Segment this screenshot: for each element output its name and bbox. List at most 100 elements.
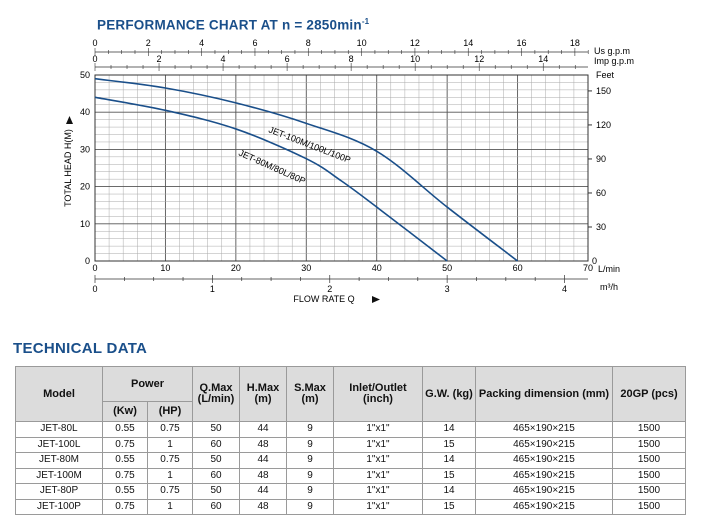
cell-smax: 9 bbox=[286, 452, 334, 469]
usgpm-tick-label: 2 bbox=[146, 38, 151, 48]
cell-kw: 0.55 bbox=[102, 452, 148, 469]
x-tick-label: 0 bbox=[92, 263, 97, 273]
cell-hp: 0.75 bbox=[147, 483, 193, 500]
x-tick-label: 20 bbox=[231, 263, 241, 273]
cell-inlet: 1"x1" bbox=[333, 467, 423, 484]
y-axis-label: TOTAL HEAD H(M) bbox=[63, 129, 73, 207]
y-tick-label: 0 bbox=[85, 256, 90, 266]
cell-gw: 14 bbox=[422, 452, 476, 469]
y-right-zero: 0 bbox=[592, 256, 597, 266]
chart-grid bbox=[94, 74, 589, 262]
header-qmax: Q.Max (L/min) bbox=[192, 366, 240, 422]
cell-smax: 9 bbox=[286, 421, 334, 438]
cell-inlet: 1"x1" bbox=[333, 483, 423, 500]
chart-series bbox=[94, 77, 519, 262]
usgpm-tick-label: 12 bbox=[410, 38, 420, 48]
cell-inlet: 1"x1" bbox=[333, 436, 423, 453]
y-right-tick-label: 60 bbox=[596, 188, 606, 198]
usgpm-tick-label: 14 bbox=[463, 38, 473, 48]
cell-hmax: 44 bbox=[239, 452, 287, 469]
table-row: JET-100P 0.75 1 60 48 9 1"x1" 15 465×190×215 1500 bbox=[15, 498, 686, 515]
y-right-unit: Feet bbox=[596, 70, 615, 80]
m3h-tick-label: 4 bbox=[562, 284, 567, 294]
cell-gp: 1500 bbox=[612, 467, 686, 484]
usgpm-unit: Us g.p.m bbox=[594, 46, 630, 56]
y-right-tick-label: 30 bbox=[596, 222, 606, 232]
table-row: JET-100L 0.75 1 60 48 9 1"x1" 15 465×190×215 1500 bbox=[15, 436, 686, 453]
table-row: JET-80L 0.55 0.75 50 44 9 1"x1" 14 465×190×215 15… bbox=[15, 421, 686, 438]
y-axis-arrow-icon bbox=[66, 116, 73, 124]
cell-qmax: 50 bbox=[192, 452, 240, 469]
m3h-tick-label: 3 bbox=[445, 284, 450, 294]
technical-data-title: TECHNICAL DATA bbox=[13, 340, 148, 357]
cell-model: JET-80L bbox=[15, 421, 103, 438]
cell-hmax: 44 bbox=[239, 483, 287, 500]
cell-gw: 15 bbox=[422, 436, 476, 453]
cell-smax: 9 bbox=[286, 467, 334, 484]
x-tick-label: 40 bbox=[372, 263, 382, 273]
impgpm-tick-label: 8 bbox=[349, 54, 354, 64]
cell-inlet: 1"x1" bbox=[333, 498, 423, 515]
chart-axes bbox=[94, 48, 592, 283]
impgpm-tick-label: 0 bbox=[92, 54, 97, 64]
impgpm-unit: Imp g.p.m bbox=[594, 56, 634, 66]
x-unit-lmin: L/min bbox=[598, 264, 620, 274]
x-tick-label: 30 bbox=[301, 263, 311, 273]
cell-model: JET-80M bbox=[15, 452, 103, 469]
cell-hp: 1 bbox=[147, 467, 193, 484]
header-kw: (Kw) bbox=[102, 401, 148, 422]
cell-qmax: 60 bbox=[192, 436, 240, 453]
cell-gw: 14 bbox=[422, 421, 476, 438]
cell-hmax: 48 bbox=[239, 498, 287, 515]
x-tick-label: 50 bbox=[442, 263, 452, 273]
cell-qmax: 50 bbox=[192, 421, 240, 438]
cell-hp: 1 bbox=[147, 436, 193, 453]
series-label-1: JET-100M/100L/100P bbox=[267, 125, 352, 166]
cell-qmax: 50 bbox=[192, 483, 240, 500]
impgpm-tick-label: 10 bbox=[410, 54, 420, 64]
cell-gw: 14 bbox=[422, 483, 476, 500]
y-right-tick-label: 120 bbox=[596, 120, 611, 130]
x-tick-label: 70 bbox=[583, 263, 593, 273]
impgpm-tick-label: 4 bbox=[221, 54, 226, 64]
header-hmax: H.Max (m) bbox=[239, 366, 287, 422]
table-row: JET-80M 0.55 0.75 50 44 9 1"x1" 14 465×190×215 15… bbox=[15, 452, 686, 469]
cell-hmax: 48 bbox=[239, 467, 287, 484]
cell-packing: 465×190×215 bbox=[475, 421, 613, 438]
table-row: JET-80P 0.55 0.75 50 44 9 1"x1" 14 465×190×215 15… bbox=[15, 483, 686, 500]
y-right-tick-label: 150 bbox=[596, 86, 611, 96]
cell-packing: 465×190×215 bbox=[475, 498, 613, 515]
x-tick-label: 60 bbox=[513, 263, 523, 273]
cell-hp: 0.75 bbox=[147, 452, 193, 469]
cell-kw: 0.55 bbox=[102, 483, 148, 500]
cell-gp: 1500 bbox=[612, 483, 686, 500]
header-smax: S.Max (m) bbox=[286, 366, 334, 422]
plot-frame bbox=[94, 74, 589, 262]
header-inlet-outlet: Inlet/Outlet (inch) bbox=[333, 366, 423, 422]
y-tick-label: 20 bbox=[80, 182, 90, 192]
table-row: JET-100M 0.75 1 60 48 9 1"x1" 15 465×190×215 1500 bbox=[15, 467, 686, 484]
usgpm-tick-label: 0 bbox=[92, 38, 97, 48]
technical-data-table: Model Power Q.Max (L/min) H.Max (m) S.Ma… bbox=[15, 366, 686, 515]
chart-title: PERFORMANCE CHART AT n = 2850min-1 bbox=[97, 17, 370, 33]
x-axis-arrow-icon bbox=[372, 296, 380, 303]
impgpm-tick-label: 14 bbox=[538, 54, 548, 64]
cell-qmax: 60 bbox=[192, 467, 240, 484]
header-hp: (HP) bbox=[147, 401, 193, 422]
cell-smax: 9 bbox=[286, 498, 334, 515]
cell-packing: 465×190×215 bbox=[475, 483, 613, 500]
impgpm-tick-label: 6 bbox=[285, 54, 290, 64]
cell-hmax: 48 bbox=[239, 436, 287, 453]
usgpm-tick-label: 10 bbox=[357, 38, 367, 48]
cell-smax: 9 bbox=[286, 483, 334, 500]
cell-hmax: 44 bbox=[239, 421, 287, 438]
x-axis-label: FLOW RATE Q bbox=[293, 294, 354, 304]
cell-gp: 1500 bbox=[612, 421, 686, 438]
cell-kw: 0.55 bbox=[102, 421, 148, 438]
cell-gw: 15 bbox=[422, 467, 476, 484]
header-power: Power bbox=[102, 366, 193, 402]
series-line-2 bbox=[94, 96, 448, 262]
y-tick-label: 30 bbox=[80, 144, 90, 154]
impgpm-tick-label: 12 bbox=[474, 54, 484, 64]
